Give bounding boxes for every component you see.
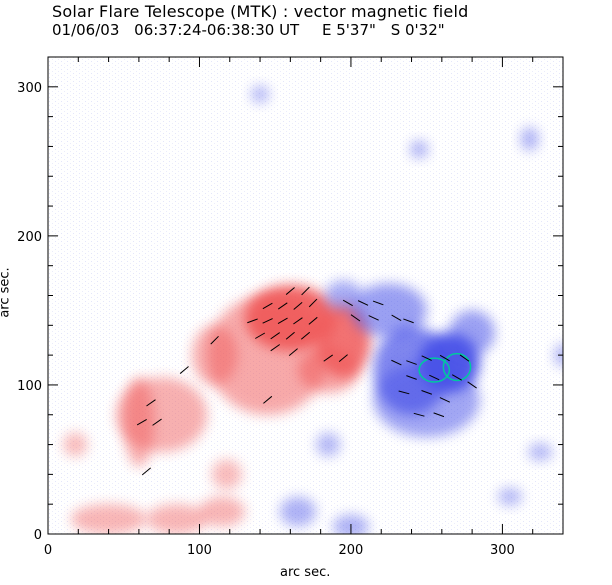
positive-polarity-region	[199, 496, 245, 527]
y-tick-label: 0	[34, 528, 42, 543]
transverse-field-vector	[350, 314, 361, 322]
x-tick-label: 0	[44, 543, 52, 558]
negative-polarity-region	[316, 432, 341, 457]
transverse-field-vector	[342, 299, 353, 307]
transverse-field-vector	[406, 360, 417, 365]
transverse-field-vector	[277, 302, 288, 310]
positive-polarity-region	[123, 377, 155, 467]
positive-polarity-region	[297, 347, 359, 393]
east-offset: E 5'37"	[322, 21, 376, 39]
transverse-field-vector	[467, 381, 477, 389]
transverse-field-vector	[270, 344, 280, 352]
transverse-field-vector	[433, 412, 445, 418]
transverse-field-vector	[413, 412, 425, 417]
positive-polarity-region	[191, 325, 238, 385]
transverse-field-vector	[406, 375, 417, 380]
x-tick-label: 300	[490, 543, 515, 558]
field-contour	[418, 357, 451, 383]
observation-time-range: 06:37:24-06:38:30 UT	[134, 21, 300, 39]
transverse-field-vector	[403, 318, 414, 324]
transverse-field-vector	[391, 359, 402, 366]
transverse-field-vector	[285, 287, 295, 295]
transverse-field-vector	[141, 467, 151, 476]
y-tick-label: 200	[17, 230, 42, 245]
transverse-field-vector	[262, 318, 273, 324]
transverse-field-vector	[300, 331, 311, 340]
positive-polarity-region	[146, 504, 208, 534]
x-tick-label: 100	[187, 543, 212, 558]
transverse-field-vector	[439, 354, 450, 362]
transverse-field-vector	[368, 315, 379, 321]
x-axis-label: arc sec.	[280, 565, 331, 580]
transverse-field-vector	[136, 419, 147, 426]
field-contour	[442, 352, 472, 382]
negative-polarity-region	[449, 310, 495, 356]
transverse-field-vector	[277, 317, 288, 325]
transverse-field-vector	[372, 300, 384, 306]
contour-lines	[418, 352, 472, 383]
transverse-field-vector	[152, 418, 162, 426]
transverse-field-vector	[459, 354, 470, 362]
transverse-field-vector	[285, 331, 295, 340]
observation-date: 01/06/03	[52, 21, 120, 39]
transverse-field-vector	[288, 348, 298, 357]
south-offset: S 0'32"	[390, 21, 445, 39]
chart-title: Solar Flare Telescope (MTK) : vector mag…	[52, 2, 469, 21]
axes: 0 100 200 300 0 100 200 300	[17, 56, 564, 558]
transverse-field-vector	[323, 354, 334, 362]
negative-polarity-region	[528, 443, 553, 461]
transverse-vectors	[136, 286, 477, 476]
transverse-field-vector	[429, 374, 440, 381]
transverse-field-vector	[293, 302, 303, 310]
transverse-field-vector	[421, 355, 432, 361]
positive-polarity-region	[70, 504, 147, 534]
transverse-field-vector	[146, 399, 156, 407]
y-tick-label: 100	[17, 379, 42, 394]
chart-subtitle: 01/06/03 06:37:24-06:38:30 UT E 5'37" S …	[52, 21, 455, 39]
negative-polarity-region	[250, 85, 270, 104]
transverse-field-vector	[255, 332, 266, 339]
transverse-field-vector	[421, 390, 433, 395]
transverse-field-vector	[439, 397, 451, 403]
transverse-field-vector	[357, 300, 369, 306]
transverse-field-vector	[179, 366, 189, 374]
positive-polarity-region	[207, 295, 329, 415]
negative-polarity-region	[497, 487, 523, 506]
transverse-field-vector	[391, 314, 402, 322]
transverse-field-vector	[451, 374, 462, 381]
x-tick-label: 200	[339, 543, 364, 558]
transverse-field-vector	[262, 302, 273, 310]
transverse-field-vector	[210, 335, 219, 345]
negative-polarity-region	[373, 362, 480, 438]
negative-polarity-region	[410, 140, 429, 159]
transverse-field-vector	[301, 286, 310, 296]
negative-polarity-region	[520, 127, 539, 151]
transverse-field-vector	[308, 316, 318, 325]
transverse-field-vector	[308, 298, 318, 308]
y-axis-label: arc sec.	[0, 267, 13, 318]
negative-polarity-region	[279, 496, 317, 527]
transverse-field-vector	[398, 390, 410, 395]
field-regions	[63, 85, 563, 534]
positive-polarity-region	[63, 432, 88, 457]
y-tick-label: 300	[17, 81, 42, 96]
transverse-field-vector	[293, 317, 303, 325]
negative-polarity-region	[325, 280, 362, 311]
transverse-field-vector	[338, 354, 348, 363]
transverse-field-vector	[270, 332, 280, 340]
positive-polarity-region	[211, 459, 242, 490]
transverse-field-vector	[263, 395, 273, 404]
transverse-field-vector	[247, 318, 258, 324]
negative-polarity-region	[350, 283, 427, 338]
